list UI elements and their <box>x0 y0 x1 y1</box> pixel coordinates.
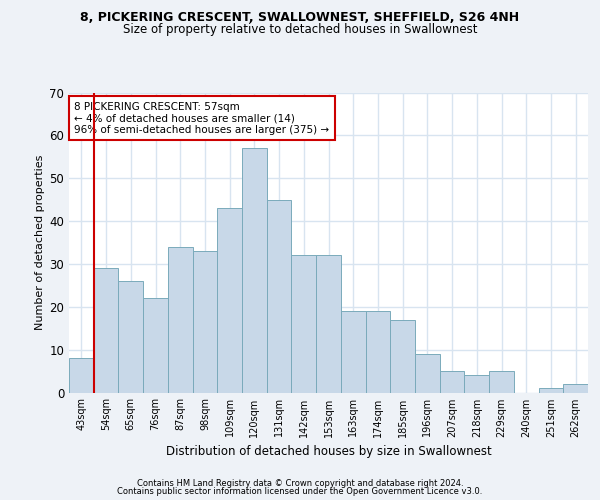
Bar <box>539 388 563 392</box>
Bar <box>464 376 489 392</box>
Bar <box>217 208 242 392</box>
Text: 8 PICKERING CRESCENT: 57sqm
← 4% of detached houses are smaller (14)
96% of semi: 8 PICKERING CRESCENT: 57sqm ← 4% of deta… <box>74 102 329 134</box>
Bar <box>440 371 464 392</box>
Bar <box>118 281 143 392</box>
Text: Contains public sector information licensed under the Open Government Licence v3: Contains public sector information licen… <box>118 487 482 496</box>
Bar <box>563 384 588 392</box>
Text: 8, PICKERING CRESCENT, SWALLOWNEST, SHEFFIELD, S26 4NH: 8, PICKERING CRESCENT, SWALLOWNEST, SHEF… <box>80 11 520 24</box>
Bar <box>292 256 316 392</box>
Bar <box>242 148 267 392</box>
Bar <box>168 247 193 392</box>
Bar <box>193 251 217 392</box>
Bar <box>143 298 168 392</box>
Bar <box>69 358 94 392</box>
Bar <box>267 200 292 392</box>
Text: Contains HM Land Registry data © Crown copyright and database right 2024.: Contains HM Land Registry data © Crown c… <box>137 478 463 488</box>
Bar <box>365 311 390 392</box>
Text: Size of property relative to detached houses in Swallownest: Size of property relative to detached ho… <box>123 22 477 36</box>
Bar <box>341 311 365 392</box>
Bar <box>415 354 440 393</box>
Bar <box>390 320 415 392</box>
Bar <box>489 371 514 392</box>
Bar <box>316 256 341 392</box>
Y-axis label: Number of detached properties: Number of detached properties <box>35 155 45 330</box>
X-axis label: Distribution of detached houses by size in Swallownest: Distribution of detached houses by size … <box>166 445 491 458</box>
Bar <box>94 268 118 392</box>
